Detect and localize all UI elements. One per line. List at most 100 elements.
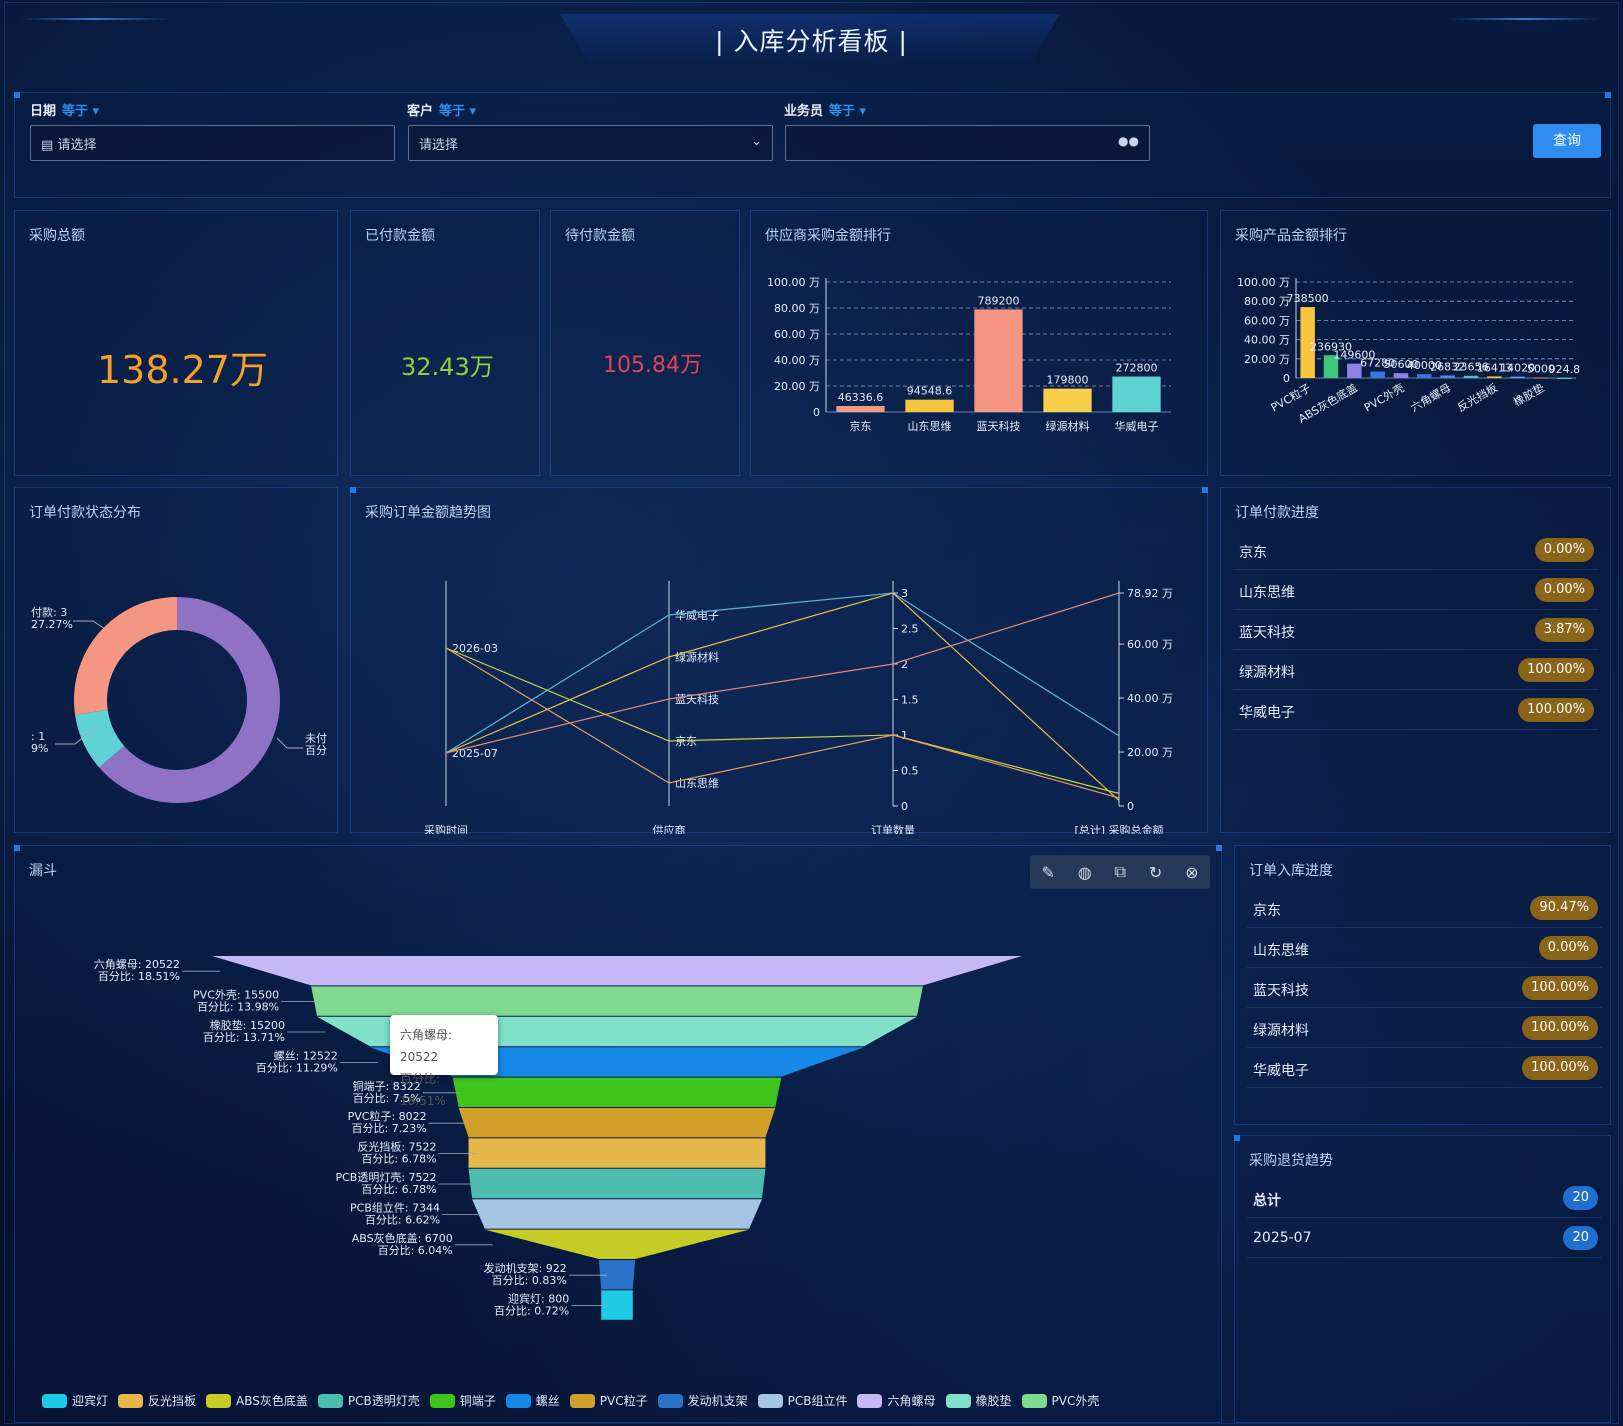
donut-slice xyxy=(74,597,177,715)
legend-item[interactable]: PVC粒子 xyxy=(569,1392,648,1409)
y-tick-label: 80.00 万 xyxy=(774,302,820,315)
donut-label: 未付 xyxy=(305,732,327,745)
corner-deco xyxy=(350,487,356,493)
funnel-label-pct: 百分比: 0.83% xyxy=(492,1274,567,1287)
legend-label: 橡胶垫 xyxy=(975,1394,1012,1408)
funnel-label-value: PCB组立件: 7344 xyxy=(350,1200,440,1214)
progress-badge: 100.00% xyxy=(1518,698,1594,722)
progress-badge: 0.00% xyxy=(1538,936,1598,960)
funnel-label-value: 螺丝: 12522 xyxy=(274,1049,338,1062)
legend-item[interactable]: PCB透明灯壳 xyxy=(317,1392,420,1409)
axis-tick-label: 0 xyxy=(1127,800,1134,813)
x-tick-label: 蓝天科技 xyxy=(977,419,1021,433)
pay-progress-title: 订单付款进度 xyxy=(1235,505,1319,521)
bar xyxy=(974,309,1023,412)
bar-value-label: 23656 xyxy=(1454,361,1489,374)
palette-icon[interactable]: ◍ xyxy=(1077,862,1092,882)
close-icon[interactable]: ⊗ xyxy=(1185,862,1199,882)
bar-value-label: 26832 xyxy=(1430,360,1465,373)
salesman-input[interactable]: ●● xyxy=(785,125,1150,161)
copy-icon[interactable]: ⧉ xyxy=(1114,862,1126,881)
corner-deco xyxy=(14,92,20,98)
salesman-operator-dropdown[interactable]: 等于 ▾ xyxy=(829,104,867,119)
date-filter-label: 日期 等于 ▾ xyxy=(30,100,99,119)
list-item: 绿源材料 100.00% xyxy=(1247,1010,1602,1048)
y-tick-label: 40.00 万 xyxy=(1244,334,1290,347)
funnel-label-pct: 百分比: 7.5% xyxy=(353,1092,421,1105)
dashboard-frame xyxy=(4,2,1619,1424)
list-item-name: 蓝天科技 xyxy=(1239,625,1295,641)
legend-label: 迎宾灯 xyxy=(72,1394,109,1408)
kpi-paid-label: 已付款金额 xyxy=(365,228,435,244)
chart-toolbar: ✎ ◍ ⧉ ↻ ⊗ xyxy=(1030,855,1210,889)
list-item: 总计 20 xyxy=(1247,1180,1602,1218)
list-item-name: 绿源材料 xyxy=(1239,665,1295,681)
funnel-panel: 漏斗 六角螺母: 20522 百分比: 18.51% PVC外壳: 15500 百分比… xyxy=(14,845,1222,1423)
corner-deco xyxy=(1216,845,1222,851)
customer-operator-dropdown[interactable]: 等于 ▾ xyxy=(439,104,477,119)
query-button[interactable]: 查询 xyxy=(1533,124,1601,158)
bar xyxy=(1440,375,1455,378)
legend-swatch xyxy=(429,1393,455,1408)
bar-value-label: 924.8 xyxy=(1549,363,1581,376)
header-deco-right xyxy=(1450,18,1600,20)
legend-item[interactable]: 螺丝 xyxy=(505,1392,560,1409)
axis-tick-label: 0.5 xyxy=(901,765,919,778)
progress-badge: 100.00% xyxy=(1522,1016,1598,1040)
list-item: 京东 90.47% xyxy=(1247,890,1602,928)
stock-progress-title: 订单入库进度 xyxy=(1249,863,1333,879)
pay-status-title: 订单付款状态分布 xyxy=(29,505,141,521)
header: | 入库分析看板 | xyxy=(0,0,1623,84)
legend-item[interactable]: 铜端子 xyxy=(429,1392,496,1409)
funnel-label-value: 发动机支架: 922 xyxy=(484,1261,567,1275)
funnel-label-value: ABS灰色底盖: 6700 xyxy=(352,1231,453,1245)
product-rank-panel: 采购产品金额排行 0 20.00 万 40.00 万 60.00 万 80.00 万 10… xyxy=(1220,210,1611,476)
axis-tick-label: 78.92 万 xyxy=(1127,587,1173,600)
legend-item[interactable]: 反光挡板 xyxy=(118,1392,196,1409)
axis-tick-label: 2026-03 xyxy=(452,642,498,655)
header-deco-left xyxy=(20,18,170,20)
chevron-down-icon: ⌄ xyxy=(751,134,762,149)
edit-icon[interactable]: ✎ xyxy=(1041,862,1055,882)
x-tick-label: 六角螺母 xyxy=(1409,381,1454,414)
kpi-unpaid-panel: 待付款金额 105.84万 xyxy=(550,210,740,476)
bar xyxy=(1417,374,1432,378)
bar xyxy=(1510,376,1525,378)
funnel-segment xyxy=(468,1168,766,1199)
date-operator: 等于 xyxy=(62,104,89,119)
bar-value-label: 738500 xyxy=(1287,292,1329,305)
y-tick-label: 40.00 万 xyxy=(774,354,820,367)
bar-value-label: 67280 xyxy=(1360,357,1395,370)
bar-value-label: 16413 xyxy=(1477,361,1512,374)
legend-item[interactable]: 迎宾灯 xyxy=(42,1392,108,1409)
legend-swatch xyxy=(657,1393,683,1408)
axis-title: 采购时间 xyxy=(424,823,468,834)
list-item-name: 华威电子 xyxy=(1253,1063,1309,1079)
label-leader xyxy=(55,727,96,745)
y-tick-label: 80.00 万 xyxy=(1244,295,1290,308)
kpi-paid-panel: 已付款金额 32.43万 xyxy=(350,210,540,476)
axis-tick-label: 1 xyxy=(901,729,908,742)
kpi-unpaid-value: 105.84万 xyxy=(603,353,702,378)
legend-item[interactable]: PCB组立件 xyxy=(757,1392,847,1409)
axis-title: 订单数量 xyxy=(871,824,915,834)
date-operator-dropdown[interactable]: 等于 ▾ xyxy=(62,104,100,119)
funnel-segment xyxy=(472,1199,762,1229)
refresh-icon[interactable]: ↻ xyxy=(1148,862,1163,882)
funnel-segment xyxy=(484,1229,750,1259)
progress-badge: 3.87% xyxy=(1534,618,1594,642)
progress-badge: 20 xyxy=(1563,1186,1598,1210)
axis-tick-label: 0 xyxy=(901,800,908,813)
customer-select[interactable]: 请选择 ⌄ xyxy=(408,125,773,161)
legend-item[interactable]: 发动机支架 xyxy=(657,1392,748,1409)
date-input[interactable]: ▤ 请选择 xyxy=(30,125,395,161)
legend-item[interactable]: ABS灰色底盖 xyxy=(206,1392,308,1409)
pay-status-panel: 订单付款状态分布 付款: 3 27.27% : 1 9% 未付 百分 xyxy=(14,487,338,833)
legend-item[interactable]: PVC外壳 xyxy=(1021,1392,1099,1409)
legend-item[interactable]: 六角螺母 xyxy=(857,1392,936,1409)
legend-item[interactable]: 橡胶垫 xyxy=(945,1392,1012,1409)
funnel-label-value: PVC外壳: 15500 xyxy=(193,988,279,1002)
funnel-label-pct: 百分比: 6.04% xyxy=(378,1244,453,1257)
bar xyxy=(1323,355,1339,378)
trend-line xyxy=(445,647,1120,799)
